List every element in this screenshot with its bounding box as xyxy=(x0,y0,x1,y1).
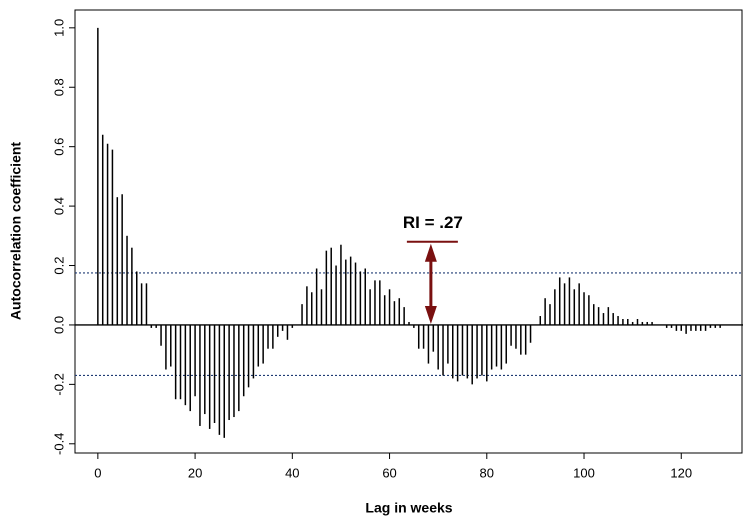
y-tick-label: 0.6 xyxy=(51,138,66,156)
y-tick-label: 0.4 xyxy=(51,197,66,215)
x-tick-label: 40 xyxy=(285,465,299,480)
x-axis-title: Lag in weeks xyxy=(365,500,452,516)
x-tick-label: 60 xyxy=(382,465,396,480)
y-tick-label: -0.4 xyxy=(51,433,66,455)
arrow-head-down xyxy=(424,305,437,324)
x-tick-label: 100 xyxy=(573,465,595,480)
x-tick-label: 80 xyxy=(480,465,494,480)
y-tick-label: 0.2 xyxy=(51,256,66,274)
x-tick-label: 120 xyxy=(670,465,692,480)
y-tick-label: -0.2 xyxy=(51,373,66,395)
x-tick-label: 0 xyxy=(94,465,101,480)
arrow-head-up xyxy=(424,243,437,262)
y-tick-label: 1.0 xyxy=(51,19,66,37)
y-tick-label: 0.0 xyxy=(51,316,66,334)
plot-frame xyxy=(74,9,743,454)
x-tick-label: 20 xyxy=(188,465,202,480)
y-axis-title: Autocorrelation coefficient xyxy=(8,142,24,320)
annotation-label: RI = .27 xyxy=(403,213,463,232)
y-tick-label: 0.8 xyxy=(51,78,66,96)
